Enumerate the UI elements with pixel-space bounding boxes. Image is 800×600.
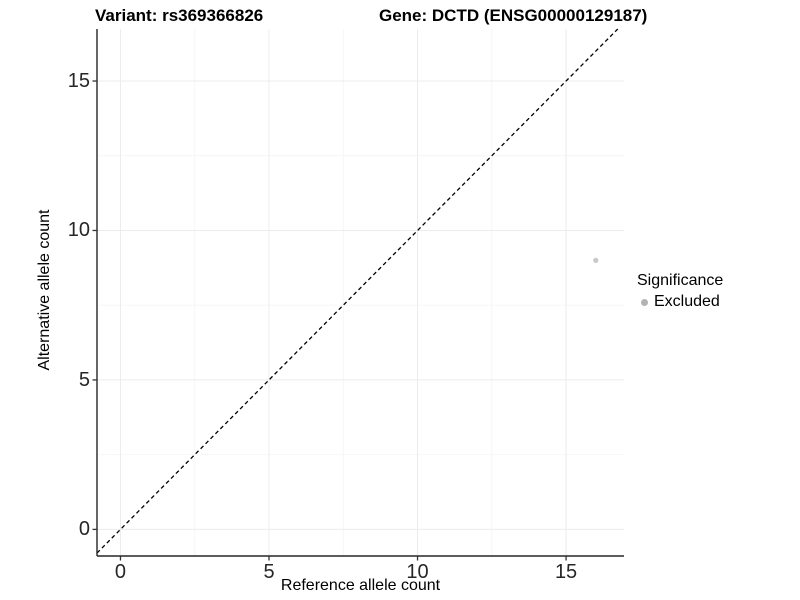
legend-item-excluded: Excluded xyxy=(637,293,723,311)
y-tick-label: 15 xyxy=(67,70,90,92)
y-tick-label: 0 xyxy=(78,518,90,541)
x-tick-label: 10 xyxy=(406,561,429,583)
x-tick-label: 5 xyxy=(263,561,275,583)
y-axis-title: Alternative allele count xyxy=(36,209,53,371)
legend-point-icon xyxy=(641,298,648,306)
legend-title: Significance xyxy=(637,272,724,289)
x-tick-label: 0 xyxy=(114,561,127,583)
x-tick-label: 15 xyxy=(554,561,578,583)
data-point xyxy=(593,257,599,263)
legend-item-label: Excluded xyxy=(654,293,720,310)
y-tick-label: 10 xyxy=(67,219,90,242)
identity-line xyxy=(96,28,619,554)
legend: Significance Excluded xyxy=(637,272,723,311)
variant-title: Variant: rs369366826 xyxy=(95,6,264,25)
gene-title: Gene: DCTD (ENSG00000129187) xyxy=(379,6,648,25)
x-axis-title: Reference allele count xyxy=(280,577,441,594)
y-tick-label: 5 xyxy=(78,368,90,391)
